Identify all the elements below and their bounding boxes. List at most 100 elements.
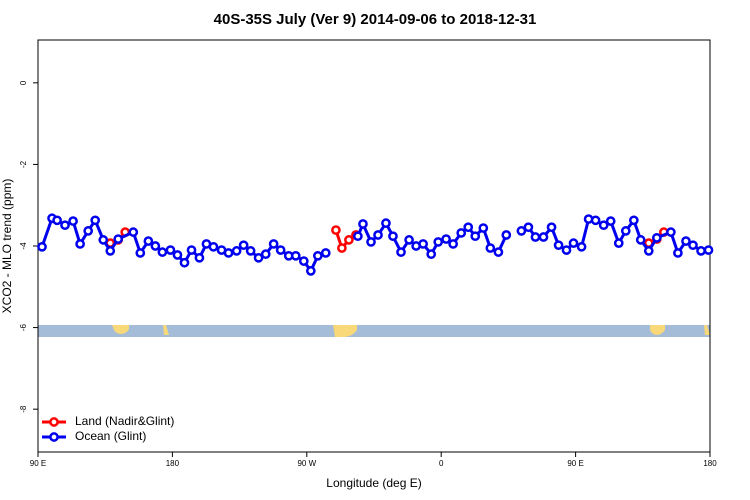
point bbox=[90, 215, 101, 226]
point bbox=[337, 243, 347, 253]
point bbox=[576, 241, 587, 252]
point bbox=[696, 246, 706, 256]
legend-label: Land (Nadir&Glint) bbox=[75, 414, 174, 428]
point bbox=[298, 256, 309, 266]
point bbox=[172, 250, 183, 260]
land-blob bbox=[650, 325, 665, 335]
point bbox=[516, 226, 527, 236]
point bbox=[231, 246, 242, 256]
point bbox=[635, 235, 646, 245]
x-tick-label: 90 E bbox=[30, 459, 46, 468]
y-tick-label: -4 bbox=[19, 242, 28, 250]
point bbox=[313, 250, 323, 261]
land-blob bbox=[333, 325, 357, 337]
point bbox=[681, 236, 691, 246]
point bbox=[105, 246, 116, 256]
point bbox=[275, 245, 286, 255]
point bbox=[388, 231, 398, 242]
y-tick-label: -6 bbox=[19, 323, 28, 331]
point bbox=[628, 215, 639, 226]
point bbox=[643, 246, 654, 256]
point bbox=[320, 248, 331, 258]
point bbox=[305, 266, 316, 276]
point bbox=[613, 238, 624, 248]
point bbox=[448, 239, 458, 249]
x-tick-label: 180 bbox=[703, 459, 717, 468]
point bbox=[179, 257, 190, 268]
point bbox=[703, 245, 714, 255]
point bbox=[143, 236, 154, 246]
point bbox=[470, 231, 481, 242]
point bbox=[553, 240, 564, 251]
point bbox=[456, 228, 467, 238]
point bbox=[568, 238, 579, 248]
legend-marker bbox=[49, 417, 59, 427]
legend-label: Ocean (Glint) bbox=[75, 429, 146, 443]
point bbox=[194, 252, 205, 263]
point bbox=[463, 222, 474, 233]
point bbox=[530, 232, 541, 242]
point bbox=[223, 248, 234, 258]
point bbox=[344, 235, 354, 245]
y-axis-label: XCO2 - MLO trend (ppm) bbox=[0, 179, 14, 314]
x-tick-label: 0 bbox=[439, 459, 444, 468]
point bbox=[546, 222, 557, 233]
point bbox=[186, 245, 197, 255]
point bbox=[426, 249, 437, 260]
point bbox=[353, 231, 363, 242]
point bbox=[666, 227, 676, 237]
point bbox=[98, 235, 109, 245]
point bbox=[366, 237, 376, 247]
point bbox=[157, 247, 168, 257]
point bbox=[404, 235, 414, 245]
point bbox=[113, 234, 124, 244]
point bbox=[501, 230, 512, 240]
point bbox=[381, 218, 391, 229]
point bbox=[651, 232, 662, 243]
land-blob bbox=[112, 325, 129, 334]
point bbox=[433, 237, 444, 247]
point bbox=[373, 230, 383, 240]
point bbox=[268, 239, 279, 249]
y-tick-label: -2 bbox=[19, 160, 28, 168]
point bbox=[37, 241, 47, 252]
x-tick-label: 90 W bbox=[297, 459, 316, 468]
point bbox=[620, 226, 631, 236]
chart-title: 40S-35S July (Ver 9) 2014-09-06 to 2018-… bbox=[214, 11, 537, 28]
legend-marker bbox=[49, 432, 59, 442]
x-tick-label: 180 bbox=[166, 459, 180, 468]
point bbox=[150, 241, 161, 251]
point bbox=[493, 247, 504, 257]
x-tick-label: 90 E bbox=[567, 459, 583, 468]
series-line bbox=[40, 216, 709, 274]
point bbox=[238, 240, 249, 251]
point bbox=[128, 227, 139, 237]
point bbox=[538, 232, 549, 242]
point bbox=[52, 215, 62, 226]
point bbox=[208, 241, 219, 252]
point bbox=[68, 216, 78, 226]
point bbox=[83, 226, 94, 236]
point bbox=[165, 245, 176, 255]
point bbox=[590, 215, 601, 226]
land-strip bbox=[38, 325, 710, 337]
point bbox=[598, 220, 609, 231]
point bbox=[561, 245, 572, 255]
point bbox=[441, 234, 451, 244]
point bbox=[478, 223, 489, 233]
x-axis-label: Longitude (deg E) bbox=[326, 476, 421, 490]
point bbox=[358, 219, 368, 229]
point bbox=[331, 225, 341, 235]
point bbox=[245, 246, 256, 256]
point bbox=[673, 248, 683, 258]
point bbox=[418, 239, 428, 249]
land-blob bbox=[704, 325, 710, 335]
point bbox=[605, 216, 616, 226]
point bbox=[60, 220, 70, 231]
y-tick-label: 0 bbox=[19, 80, 28, 85]
point bbox=[260, 249, 271, 260]
point bbox=[523, 222, 534, 233]
point bbox=[396, 247, 406, 257]
point bbox=[253, 252, 264, 263]
